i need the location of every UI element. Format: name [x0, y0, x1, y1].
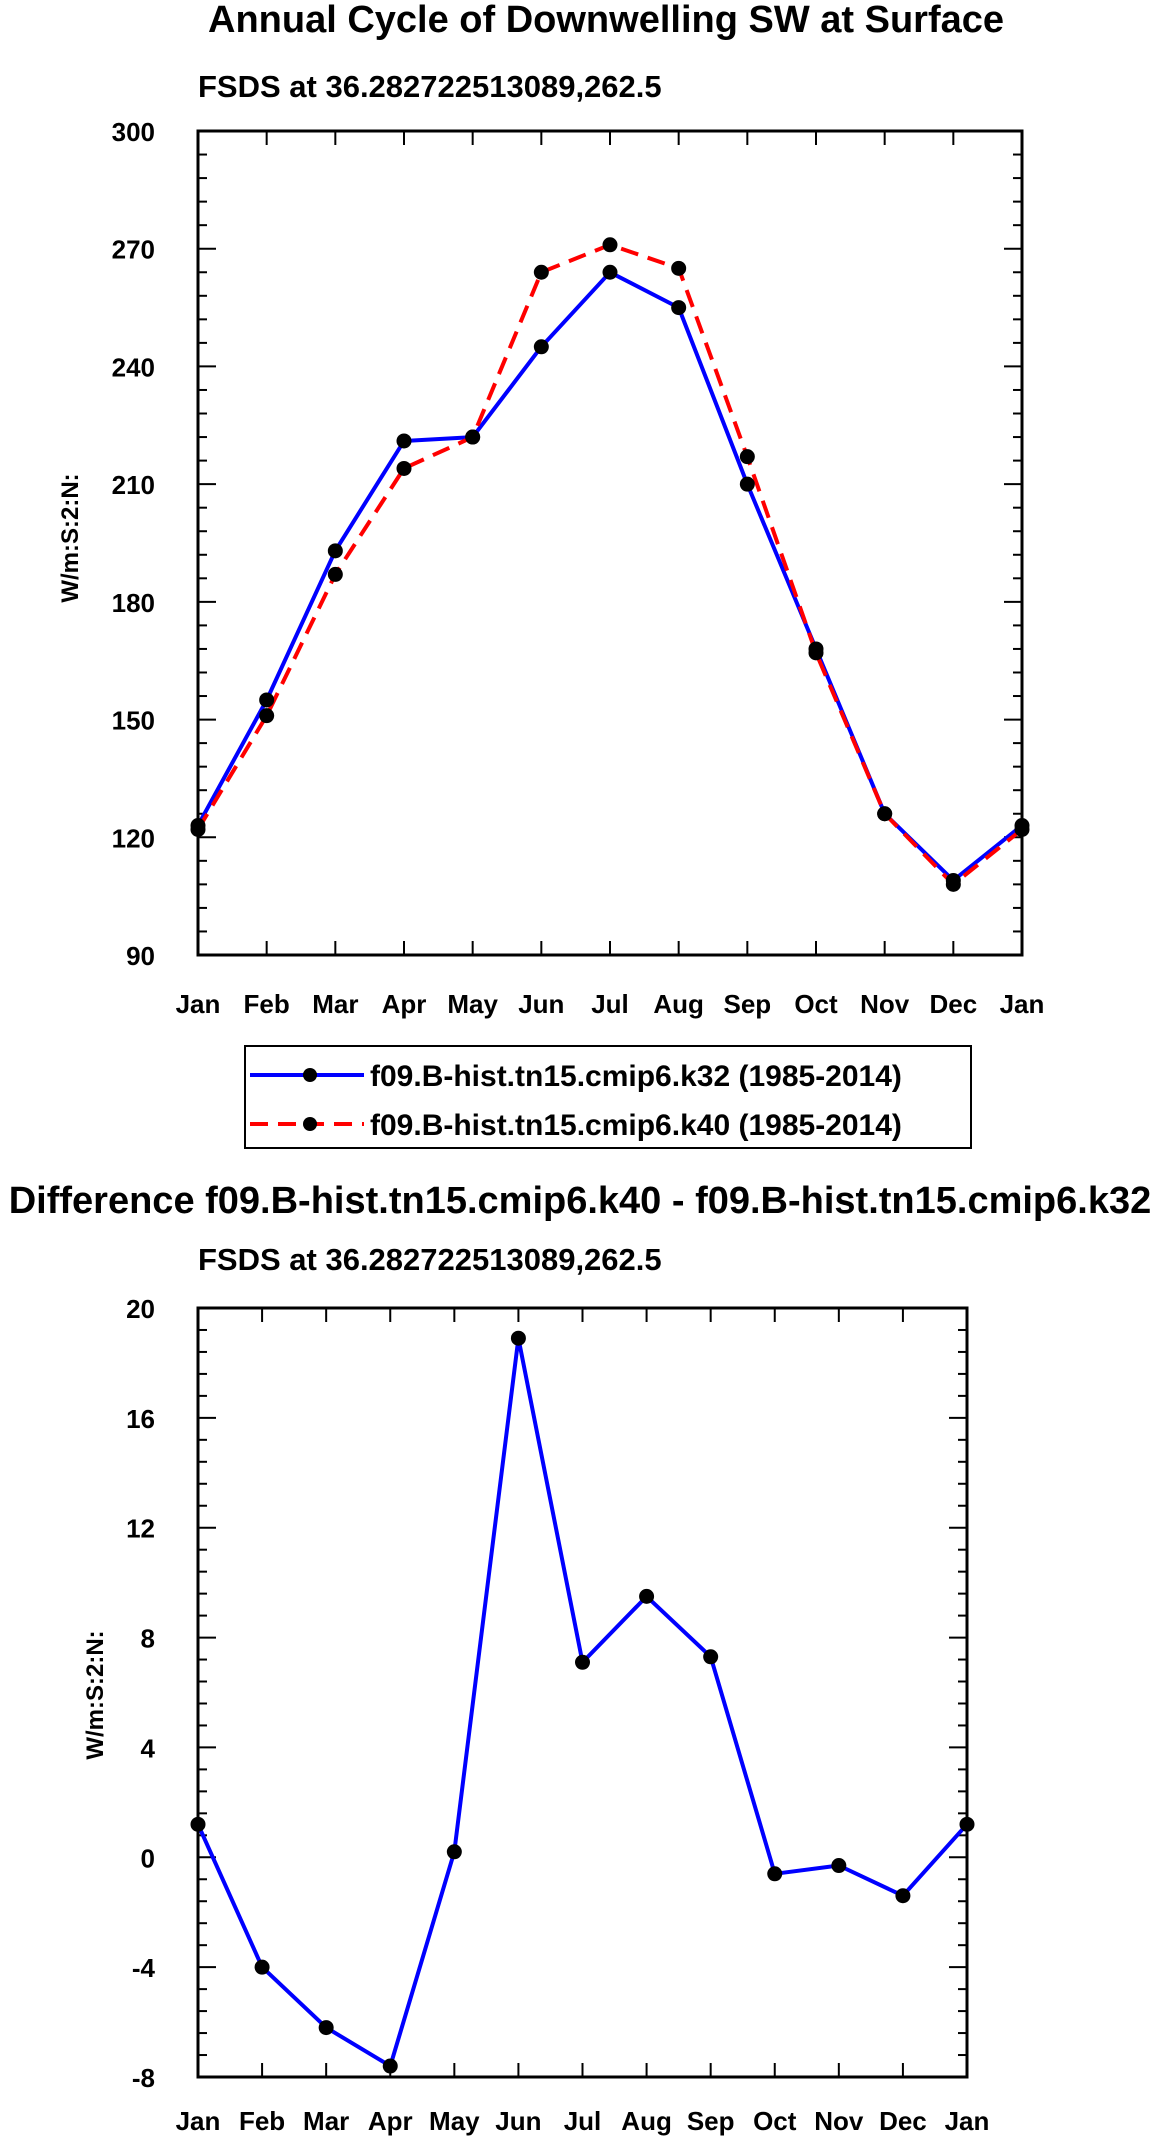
- chart-subtitle: FSDS at 36.282722513089,262.5: [198, 1242, 662, 1277]
- x-tick-label: Mar: [312, 989, 358, 1019]
- data-point-0: [396, 433, 412, 449]
- y-tick-label: 300: [112, 117, 155, 147]
- data-point-0: [382, 2058, 398, 2074]
- data-point-1: [808, 645, 824, 661]
- y-tick-label: 210: [112, 470, 155, 500]
- data-point-1: [1014, 821, 1030, 837]
- y-tick-label: 180: [112, 588, 155, 618]
- plot-frame: [196, 1306, 969, 2079]
- data-point-1: [190, 821, 206, 837]
- x-tick-label: Mar: [303, 2106, 349, 2136]
- data-point-0: [831, 1858, 847, 1874]
- y-tick-label: 90: [126, 941, 155, 971]
- data-point-0: [327, 543, 343, 559]
- x-tick-label: May: [429, 2106, 480, 2136]
- y-tick-label: -4: [132, 1953, 156, 1983]
- y-tick-label: -8: [132, 2063, 155, 2093]
- y-tick-label: 240: [112, 352, 155, 382]
- x-tick-label: Apr: [368, 2106, 413, 2136]
- y-axis-label: W/m:S:2:N:: [82, 1630, 109, 1759]
- data-point-0: [739, 476, 755, 492]
- x-tick-label: Sep: [723, 989, 771, 1019]
- annual-cycle-chart: Annual Cycle of Downwelling SW at Surfac…: [57, 0, 1045, 1149]
- plot-area: Jan Feb Mar Apr May Jun Jul Aug Sep Oct Nov Dec Jan-…: [126, 1294, 989, 2136]
- chart-subtitle: FSDS at 36.282722513089,262.5: [198, 69, 662, 104]
- data-point-1: [945, 876, 961, 892]
- data-point-1: [877, 806, 893, 822]
- data-point-0: [575, 1654, 590, 1670]
- y-tick-label: 12: [126, 1514, 155, 1544]
- data-point-1: [327, 566, 343, 582]
- data-point-1: [259, 708, 275, 724]
- legend: f09.B-hist.tn15.cmip6.k32 (1985-2014) f0…: [244, 1045, 972, 1149]
- chart-title: Difference f09.B-hist.tn15.cmip6.k40 - f…: [9, 1180, 1152, 1222]
- x-tick-label: May: [447, 989, 498, 1019]
- data-point-0: [254, 1959, 270, 1975]
- legend-entry-k32: f09.B-hist.tn15.cmip6.k32 (1985-2014): [250, 1060, 902, 1093]
- y-tick-label: 150: [112, 706, 155, 736]
- x-tick-label: Jan: [945, 2106, 990, 2136]
- y-tick-label: 0: [141, 1843, 155, 1873]
- y-tick-label: 20: [126, 1294, 155, 1324]
- x-tick-label: Feb: [239, 2106, 285, 2136]
- x-tick-label: Nov: [860, 989, 910, 1019]
- data-point-1: [739, 449, 755, 465]
- data-point-0: [190, 1816, 206, 1832]
- x-tick-label: Jan: [176, 989, 221, 1019]
- series-line-0: [196, 1336, 969, 2068]
- x-tick-label: Apr: [382, 989, 427, 1019]
- data-point-1: [602, 237, 618, 253]
- x-tick-label: Jun: [495, 2106, 541, 2136]
- y-tick-label: 120: [112, 823, 155, 853]
- legend-marker-k40: [303, 1117, 317, 1131]
- series-line-0: [196, 270, 1024, 883]
- y-tick-label: 16: [126, 1404, 155, 1434]
- data-point-0: [767, 1866, 783, 1882]
- data-point-1: [396, 460, 412, 476]
- x-tick-label: Aug: [621, 2106, 672, 2136]
- x-tick-label: Jun: [518, 989, 564, 1019]
- x-tick-label: Jan: [176, 2106, 221, 2136]
- x-tick-label: Feb: [244, 989, 290, 1019]
- data-point-0: [639, 1588, 655, 1604]
- y-tick-label: 270: [112, 235, 155, 265]
- y-tick-label: 4: [141, 1733, 156, 1763]
- data-point-0: [959, 1816, 975, 1832]
- data-point-0: [318, 2020, 334, 2036]
- data-point-0: [510, 1330, 526, 1346]
- y-axis-label: W/m:S:2:N:: [57, 473, 84, 602]
- data-point-1: [465, 429, 481, 445]
- x-tick-label: Sep: [687, 2106, 735, 2136]
- data-point-1: [671, 260, 687, 276]
- x-tick-label: Nov: [814, 2106, 864, 2136]
- x-tick-label: Oct: [753, 2106, 797, 2136]
- plot-frame: [196, 129, 1024, 957]
- legend-label-k32: f09.B-hist.tn15.cmip6.k32 (1985-2014): [370, 1060, 902, 1093]
- x-tick-label: Jul: [591, 989, 629, 1019]
- chart-title: Annual Cycle of Downwelling SW at Surfac…: [208, 0, 1004, 41]
- x-tick-label: Jul: [564, 2106, 602, 2136]
- data-point-0: [703, 1649, 719, 1665]
- data-point-0: [671, 300, 687, 316]
- data-point-0: [533, 339, 549, 355]
- difference-chart: Difference f09.B-hist.tn15.cmip6.k40 - f…: [9, 1180, 1152, 2136]
- x-tick-label: Oct: [794, 989, 838, 1019]
- series-line-1: [196, 242, 1024, 887]
- data-point-0: [895, 1888, 911, 1904]
- data-point-0: [259, 692, 275, 708]
- y-tick-label: 8: [141, 1624, 155, 1654]
- legend-label-k40: f09.B-hist.tn15.cmip6.k40 (1985-2014): [370, 1109, 902, 1142]
- data-point-0: [602, 264, 618, 280]
- x-tick-label: Jan: [1000, 989, 1045, 1019]
- x-tick-label: Aug: [653, 989, 704, 1019]
- x-tick-label: Dec: [879, 2106, 927, 2136]
- legend-box: [244, 1045, 972, 1149]
- data-point-1: [533, 264, 549, 280]
- legend-marker-k32: [303, 1068, 317, 1082]
- data-point-0: [446, 1844, 462, 1860]
- legend-entry-k40: f09.B-hist.tn15.cmip6.k40 (1985-2014): [250, 1109, 902, 1142]
- plot-area: Jan Feb Mar Apr May Jun Jul Aug Sep Oct Nov Dec Jan 9…: [112, 117, 1045, 1019]
- x-tick-label: Dec: [929, 989, 977, 1019]
